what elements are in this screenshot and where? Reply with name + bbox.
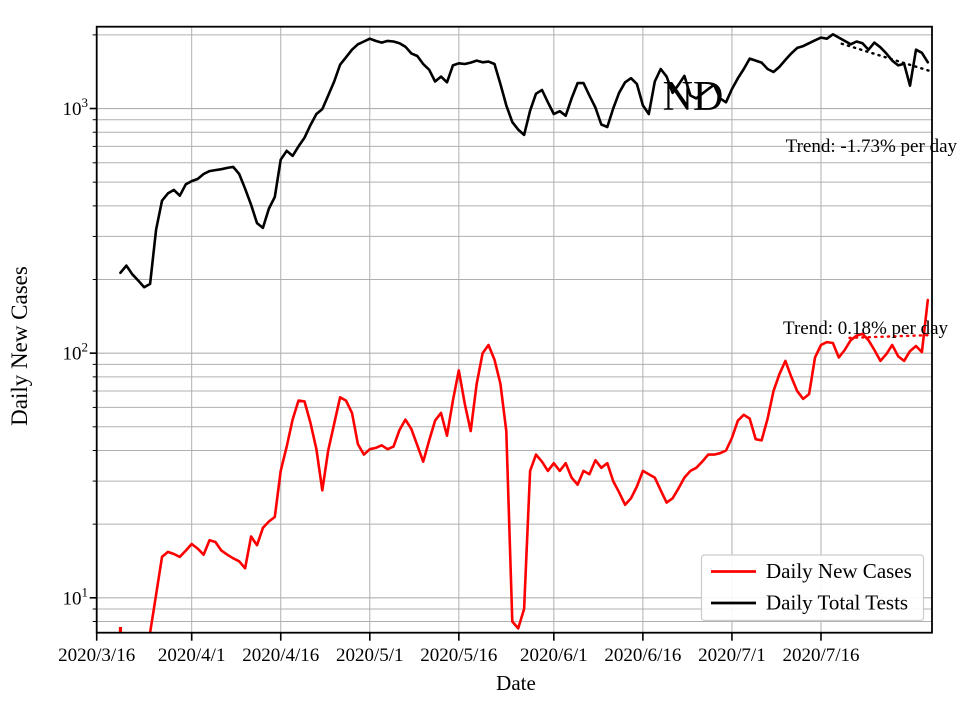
tests-trend-dotted-line <box>840 42 932 73</box>
state-label-text: ND <box>663 74 724 120</box>
cases-trend-dotted-line <box>848 333 931 340</box>
x-tick-label: 2020/5/1 <box>336 645 404 666</box>
cases-trend-label: Trend: 0.18% per day <box>783 318 948 339</box>
series-group <box>118 32 932 633</box>
x-tick-label: 2020/4/16 <box>242 645 319 666</box>
legend: Daily New Cases Daily Total Tests <box>700 554 925 622</box>
daily-total-tests-line <box>119 32 930 289</box>
axis-ticks <box>89 34 822 641</box>
x-tick-label: 2020/3/16 <box>58 645 135 666</box>
axes-spines <box>95 25 933 634</box>
legend-entry-label: Daily New Cases <box>766 559 912 583</box>
legend-entry-label: Daily Total Tests <box>766 591 908 615</box>
y-tick-label: 103 <box>63 95 89 120</box>
x-tick-label: 2020/7/16 <box>782 645 859 666</box>
y-tick-label: 102 <box>63 340 89 365</box>
daily-new-cases-isolated-point <box>118 626 123 633</box>
legend-box <box>700 554 925 622</box>
x-tick-label: 2020/5/16 <box>420 645 497 666</box>
x-tick-label: 2020/4/1 <box>158 645 226 666</box>
y-tick-label: 101 <box>63 584 89 609</box>
x-tick-label: 2020/7/1 <box>698 645 766 666</box>
daily-new-cases-line <box>148 298 930 633</box>
y-axis-label: Daily New Cases <box>7 266 32 426</box>
x-tick-label: 2020/6/16 <box>604 645 681 666</box>
x-axis-label: Date <box>496 671 536 695</box>
tests-trend-label: Trend: -1.73% per day <box>786 136 958 157</box>
x-tick-label: 2020/6/1 <box>520 645 588 666</box>
